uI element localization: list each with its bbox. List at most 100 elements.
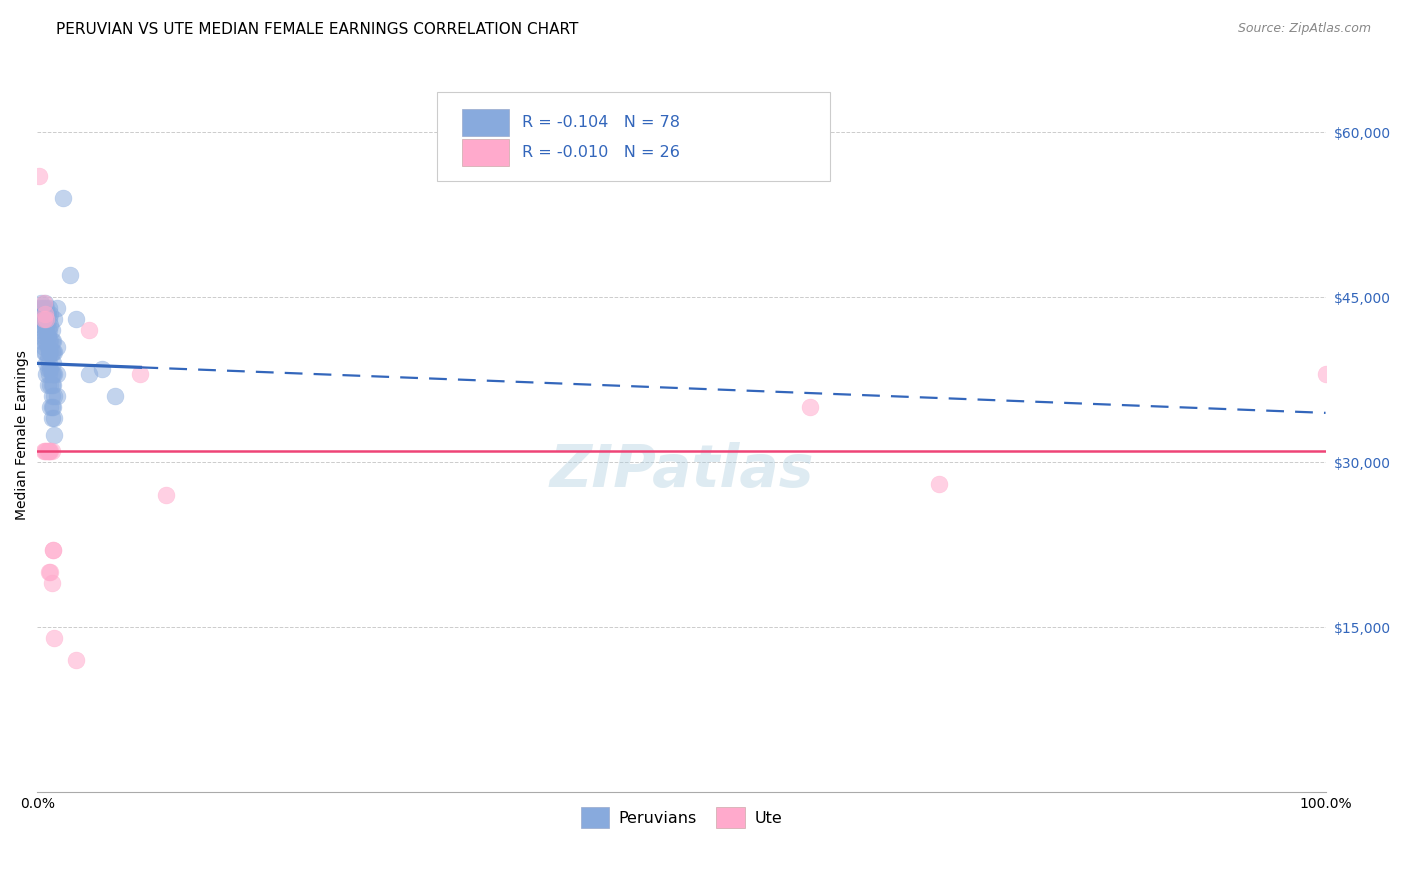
Point: [45, 389, 67, 403]
Point: [41, 444, 63, 458]
Point: [41, 334, 63, 349]
Point: [27, 169, 49, 184]
Point: [34, 312, 56, 326]
Point: [39, 401, 62, 415]
Point: [38, 356, 60, 370]
Text: R = -0.104   N = 78: R = -0.104 N = 78: [522, 115, 679, 130]
Point: [77, 368, 100, 382]
Point: [38, 345, 60, 359]
Point: [35, 356, 58, 370]
Point: [38, 444, 60, 458]
Point: [30, 312, 52, 326]
Point: [39, 307, 62, 321]
Point: [38, 312, 60, 326]
Text: Source: ZipAtlas.com: Source: ZipAtlas.com: [1237, 22, 1371, 36]
Point: [37, 378, 59, 392]
Text: PERUVIAN VS UTE MEDIAN FEMALE EARNINGS CORRELATION CHART: PERUVIAN VS UTE MEDIAN FEMALE EARNINGS C…: [56, 22, 579, 37]
Point: [41, 576, 63, 591]
Point: [799, 401, 821, 415]
Point: [32, 345, 55, 359]
Point: [42, 312, 65, 326]
Point: [45, 340, 67, 354]
Point: [37, 307, 59, 321]
Point: [90, 362, 112, 376]
Point: [42, 368, 65, 382]
Point: [52, 191, 75, 205]
Point: [28, 307, 51, 321]
Text: ZIPatlas: ZIPatlas: [550, 442, 814, 500]
Point: [37, 340, 59, 354]
Point: [32, 301, 55, 316]
Point: [42, 428, 65, 442]
Point: [104, 389, 127, 403]
Point: [58, 268, 80, 283]
Point: [35, 312, 58, 326]
Point: [41, 389, 63, 403]
Point: [37, 362, 59, 376]
Point: [39, 334, 62, 349]
Point: [34, 334, 56, 349]
Point: [39, 566, 62, 580]
Point: [32, 312, 55, 326]
Point: [31, 301, 53, 316]
Point: [42, 368, 65, 382]
Point: [37, 444, 59, 458]
Point: [32, 312, 55, 326]
Point: [34, 444, 56, 458]
Point: [35, 334, 58, 349]
Point: [39, 444, 62, 458]
Point: [30, 318, 52, 332]
Point: [37, 351, 59, 365]
Point: [1315, 368, 1337, 382]
Point: [42, 389, 65, 403]
Point: [35, 444, 58, 458]
Point: [42, 401, 65, 415]
Point: [39, 318, 62, 332]
Point: [42, 543, 65, 558]
Point: [35, 301, 58, 316]
Point: [34, 307, 56, 321]
Legend: Peruvians, Ute: Peruvians, Ute: [574, 801, 789, 834]
Point: [41, 323, 63, 337]
Point: [41, 401, 63, 415]
Point: [38, 368, 60, 382]
Point: [38, 444, 60, 458]
FancyBboxPatch shape: [463, 109, 509, 136]
Point: [129, 368, 152, 382]
Point: [35, 368, 58, 382]
FancyBboxPatch shape: [437, 92, 830, 181]
Point: [42, 411, 65, 425]
Point: [77, 323, 100, 337]
Point: [30, 296, 52, 310]
Point: [35, 323, 58, 337]
Point: [39, 345, 62, 359]
Point: [34, 345, 56, 359]
Point: [32, 323, 55, 337]
Point: [32, 444, 55, 458]
Point: [38, 334, 60, 349]
Point: [35, 307, 58, 321]
Point: [45, 301, 67, 316]
Y-axis label: Median Female Earnings: Median Female Earnings: [15, 350, 30, 520]
Point: [42, 345, 65, 359]
Point: [31, 334, 53, 349]
Point: [42, 378, 65, 392]
Point: [42, 334, 65, 349]
Point: [42, 632, 65, 646]
Point: [34, 318, 56, 332]
Point: [65, 653, 87, 667]
Point: [32, 296, 55, 310]
Point: [38, 301, 60, 316]
Point: [41, 368, 63, 382]
Point: [38, 566, 60, 580]
Point: [42, 356, 65, 370]
Point: [41, 411, 63, 425]
Point: [32, 340, 55, 354]
Point: [42, 543, 65, 558]
Point: [37, 323, 59, 337]
Point: [39, 362, 62, 376]
Point: [45, 368, 67, 382]
Point: [34, 307, 56, 321]
Point: [31, 307, 53, 321]
Point: [27, 301, 49, 316]
